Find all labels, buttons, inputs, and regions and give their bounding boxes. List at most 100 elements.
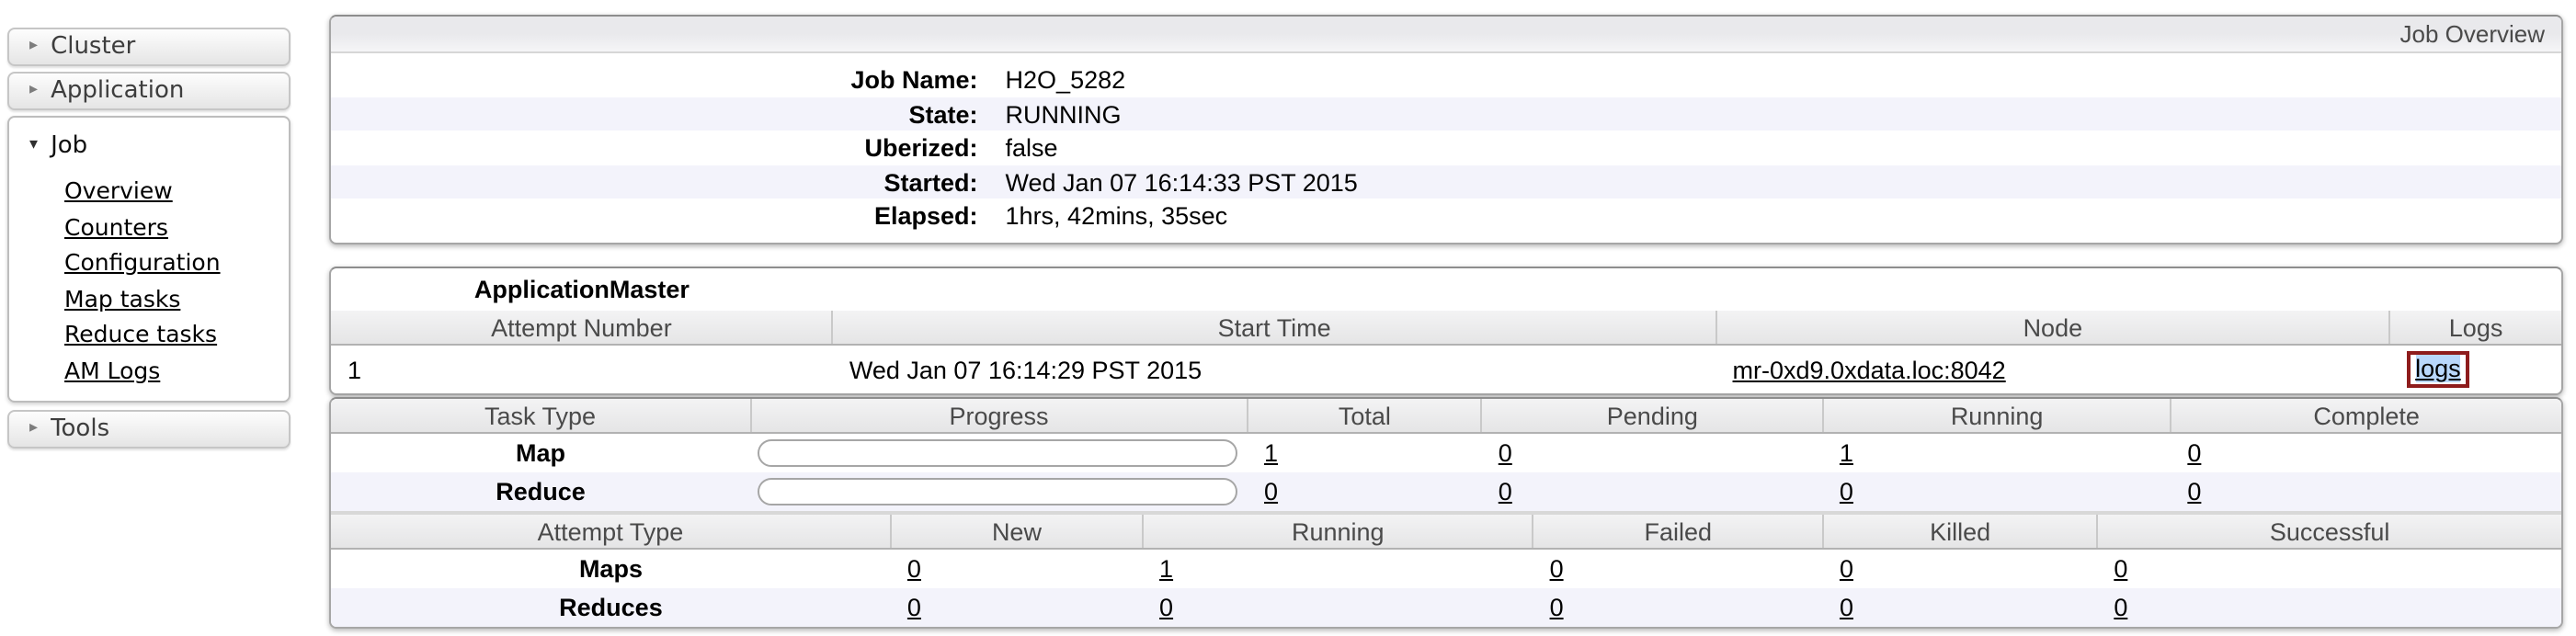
node-cell: mr-0xd9.0xdata.loc:8042 bbox=[1716, 345, 2390, 393]
field-value: H2O_5282 bbox=[1005, 66, 1126, 94]
field-label: Job Name: bbox=[850, 66, 978, 94]
task-type-label: Map bbox=[516, 439, 566, 467]
col-header-complete: Complete bbox=[2171, 399, 2561, 434]
node-link[interactable]: mr-0xd9.0xdata.loc:8042 bbox=[1732, 356, 2006, 383]
progress-bar bbox=[758, 439, 1237, 467]
field-row-job-name: Job Name: H2O_5282 bbox=[331, 62, 2561, 97]
col-header-running: Running bbox=[1822, 399, 2172, 434]
col-header-successful: Successful bbox=[2097, 513, 2561, 550]
field-value: Wed Jan 07 16:14:33 PST 2015 bbox=[1005, 168, 1358, 196]
pending-link[interactable]: 0 bbox=[1498, 478, 1512, 505]
sidebar-section-label: Cluster bbox=[51, 33, 136, 61]
list-item: Configuration bbox=[64, 244, 289, 280]
complete-cell: 0 bbox=[2171, 433, 2561, 472]
new-cell: 0 bbox=[891, 549, 1143, 588]
attempt-type-label: Reduces bbox=[559, 594, 663, 621]
col-header-killed: Killed bbox=[1822, 513, 2099, 550]
task-type-label: Reduce bbox=[496, 478, 586, 505]
sidebar-section-job-panel: ▾ Job Overview Counters Configuration Ma… bbox=[7, 116, 291, 403]
logs-link[interactable]: logs bbox=[2415, 355, 2461, 382]
job-overview-fields: Job Name: H2O_5282 State: RUNNING Uberiz… bbox=[331, 62, 2561, 233]
col-header-node: Node bbox=[1715, 311, 2391, 346]
pending-link[interactable]: 0 bbox=[1498, 439, 1512, 467]
successful-cell: 0 bbox=[2097, 549, 2561, 588]
failed-link[interactable]: 0 bbox=[1549, 594, 1564, 621]
failed-link[interactable]: 0 bbox=[1549, 555, 1564, 583]
field-label: Started: bbox=[883, 168, 978, 196]
field-row-state: State: RUNNING bbox=[331, 97, 2561, 131]
successful-link[interactable]: 0 bbox=[2114, 594, 2128, 621]
successful-cell: 0 bbox=[2097, 588, 2561, 627]
tasks-table: Task Type Progress Total Pending Running… bbox=[331, 399, 2561, 511]
field-row-uberized: Uberized: false bbox=[331, 131, 2561, 165]
running-cell: 0 bbox=[1823, 472, 2171, 511]
table-row-maps: Maps 0 1 0 0 0 bbox=[331, 549, 2561, 588]
sidebar-item-am-logs[interactable]: AM Logs bbox=[64, 356, 161, 383]
list-item: Reduce tasks bbox=[64, 316, 289, 352]
col-header-logs: Logs bbox=[2389, 311, 2561, 346]
field-label: Uberized: bbox=[864, 134, 978, 162]
total-link[interactable]: 1 bbox=[1264, 439, 1279, 467]
tasks-box: Task Type Progress Total Pending Running… bbox=[329, 397, 2563, 629]
running-link[interactable]: 0 bbox=[1839, 478, 1853, 505]
killed-link[interactable]: 0 bbox=[1839, 555, 1853, 583]
application-master-box: ApplicationMaster Attempt Number Start T… bbox=[329, 267, 2563, 395]
table-row: 1 Wed Jan 07 16:14:29 PST 2015 mr-0xd9.0… bbox=[331, 345, 2561, 393]
table-row-reduces: Reduces 0 0 0 0 0 bbox=[331, 588, 2561, 627]
new-cell: 0 bbox=[891, 588, 1143, 627]
list-item: AM Logs bbox=[64, 352, 289, 388]
field-label: Elapsed: bbox=[873, 202, 978, 230]
running-link[interactable]: 0 bbox=[1159, 594, 1174, 621]
successful-link[interactable]: 0 bbox=[2114, 555, 2128, 583]
killed-link[interactable]: 0 bbox=[1839, 594, 1853, 621]
running-cell: 1 bbox=[1823, 433, 2171, 472]
running-link[interactable]: 1 bbox=[1839, 439, 1853, 467]
sidebar-section-application[interactable]: ▸ Application bbox=[7, 72, 291, 110]
attempts-table: Attempt Type New Running Failed Killed S… bbox=[331, 511, 2561, 627]
sidebar-section-cluster[interactable]: ▸ Cluster bbox=[7, 28, 291, 66]
col-header-attempt-number: Attempt Number bbox=[331, 311, 834, 346]
new-link[interactable]: 0 bbox=[906, 594, 921, 621]
attempt-number-cell: 1 bbox=[348, 356, 362, 383]
complete-link[interactable]: 0 bbox=[2187, 439, 2202, 467]
list-item: Counters bbox=[64, 209, 289, 244]
col-header-attempt-type: Attempt Type bbox=[331, 513, 892, 550]
complete-cell: 0 bbox=[2171, 472, 2561, 511]
sidebar-item-counters[interactable]: Counters bbox=[64, 212, 168, 240]
killed-cell: 0 bbox=[1823, 588, 2097, 627]
progress-cell bbox=[750, 472, 1248, 511]
col-header-pending: Pending bbox=[1481, 399, 1824, 434]
total-link[interactable]: 0 bbox=[1264, 478, 1279, 505]
logs-cell: logs bbox=[2389, 345, 2561, 393]
sidebar-item-map-tasks[interactable]: Map tasks bbox=[64, 284, 181, 312]
progress-cell bbox=[750, 433, 1248, 472]
field-value: false bbox=[1005, 134, 1058, 162]
running-link[interactable]: 1 bbox=[1159, 555, 1174, 583]
table-header-row: Task Type Progress Total Pending Running… bbox=[331, 399, 2561, 434]
table-title-row: ApplicationMaster bbox=[331, 268, 2561, 311]
attempt-type-label: Maps bbox=[578, 555, 643, 583]
sidebar-section-label: Job bbox=[51, 131, 88, 159]
complete-link[interactable]: 0 bbox=[2187, 478, 2202, 505]
col-header-start-time: Start Time bbox=[832, 311, 1717, 346]
sidebar: ▸ Cluster ▸ Application ▾ Job Overview C… bbox=[7, 28, 291, 454]
pending-cell: 0 bbox=[1482, 472, 1823, 511]
progress-bar bbox=[758, 478, 1237, 505]
sidebar-section-tools[interactable]: ▸ Tools bbox=[7, 410, 291, 449]
sidebar-item-reduce-tasks[interactable]: Reduce tasks bbox=[64, 320, 218, 347]
sidebar-item-configuration[interactable]: Configuration bbox=[64, 248, 221, 276]
application-master-title: ApplicationMaster bbox=[473, 276, 690, 303]
field-value: RUNNING bbox=[1005, 100, 1122, 128]
list-item: Map tasks bbox=[64, 280, 289, 316]
field-row-elapsed: Elapsed: 1hrs, 42mins, 35sec bbox=[331, 199, 2561, 233]
table-row-reduce: Reduce 0 0 0 0 bbox=[331, 472, 2561, 511]
sidebar-section-job[interactable]: ▾ Job bbox=[9, 127, 289, 164]
new-link[interactable]: 0 bbox=[906, 555, 921, 583]
page-title: Job Overview bbox=[2399, 20, 2546, 48]
field-value: 1hrs, 42mins, 35sec bbox=[1005, 202, 1228, 230]
sidebar-item-overview[interactable]: Overview bbox=[64, 176, 173, 204]
running-cell: 0 bbox=[1143, 588, 1533, 627]
col-header-new: New bbox=[890, 513, 1145, 550]
failed-cell: 0 bbox=[1533, 588, 1823, 627]
